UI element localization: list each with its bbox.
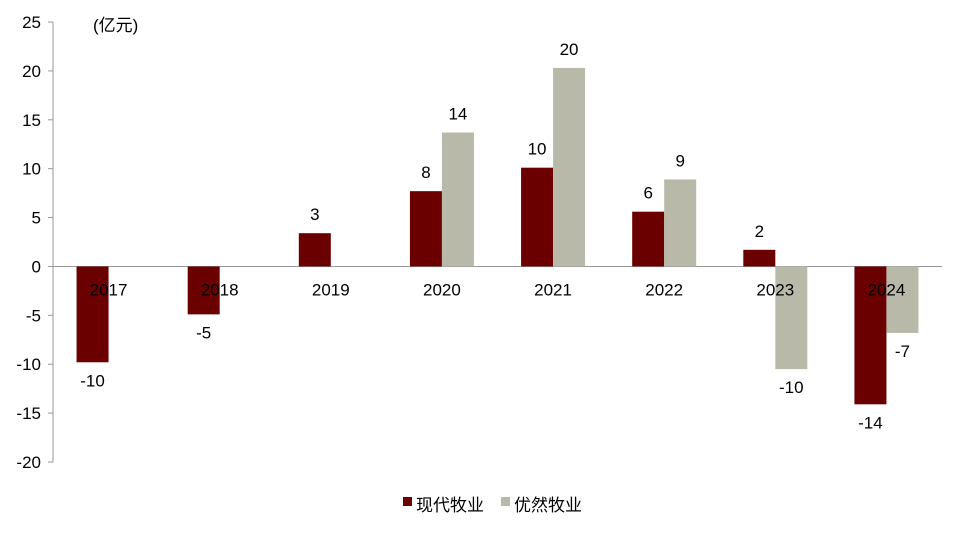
bars-layer: [76, 67, 919, 405]
bar-series1-2024: [854, 266, 887, 405]
y-tick-label: -20: [16, 453, 41, 472]
x-category-label: 2017: [90, 280, 128, 299]
y-tick-label: 5: [32, 209, 41, 228]
bar-series2-2023: [775, 266, 808, 370]
data-label-series1-2024: -14: [858, 413, 883, 432]
x-category-label: 2020: [423, 280, 461, 299]
data-label-series1-2021: 10: [528, 140, 547, 159]
bar-series1-2019: [298, 233, 331, 267]
bar-series2-2024: [886, 266, 919, 333]
data-label-series1-2020: 8: [421, 163, 430, 182]
bar-series2-2021: [553, 67, 586, 267]
legend: 现代牧业 优然牧业: [403, 496, 582, 515]
y-tick-label: 0: [32, 257, 41, 276]
axes-layer: 25 20 15 10 5 0 -5 -10 -15 -20: [16, 13, 942, 472]
data-label-series2-2023: -10: [779, 378, 804, 397]
y-tick-label: 10: [22, 160, 41, 179]
bar-series1-2021: [521, 167, 554, 267]
x-category-label: 2018: [201, 280, 239, 299]
y-tick-label: -5: [26, 306, 41, 325]
data-label-series1-2017: -10: [80, 371, 105, 390]
data-label-series2-2024: -7: [895, 342, 910, 361]
x-category-label: 2019: [312, 280, 350, 299]
x-category-label: 2022: [645, 280, 683, 299]
x-category-label: 2021: [534, 280, 572, 299]
y-tick-label: 25: [22, 13, 41, 32]
bar-series1-2022: [632, 211, 665, 267]
y-unit-label: (亿元): [93, 16, 138, 35]
bar-series1-2020: [409, 191, 442, 267]
data-label-series1-2022: 6: [643, 184, 652, 203]
x-category-label: 2024: [868, 280, 906, 299]
data-label-series1-2018: -5: [196, 323, 211, 342]
legend-label-series1: 现代牧业: [416, 496, 484, 515]
y-tick-label: 20: [22, 62, 41, 81]
bar-series2-2020: [441, 132, 474, 267]
y-tick-label: -10: [16, 355, 41, 374]
data-label-series2-2020: 14: [448, 104, 467, 123]
y-tick-label: 15: [22, 111, 41, 130]
legend-swatch-series2: [501, 497, 510, 506]
bar-series1-2018: [187, 266, 220, 315]
bar-series2-2022: [664, 179, 697, 267]
data-label-series2-2022: 9: [675, 151, 684, 170]
x-category-label: 2023: [756, 280, 794, 299]
data-label-series1-2023: 2: [755, 222, 764, 241]
bar-series1-2023: [743, 249, 776, 267]
data-label-series1-2019: 3: [310, 205, 319, 224]
data-label-series2-2021: 20: [560, 40, 579, 59]
legend-swatch-series1: [403, 497, 412, 506]
labels-layer: -10 2017 -5 2018 3 2019 8 14 2020 10 20 2021 6 9 2022 2…: [80, 40, 910, 432]
bar-series1-2017: [76, 266, 109, 363]
y-tick-label: -15: [16, 404, 41, 423]
legend-label-series2: 优然牧业: [514, 496, 582, 515]
